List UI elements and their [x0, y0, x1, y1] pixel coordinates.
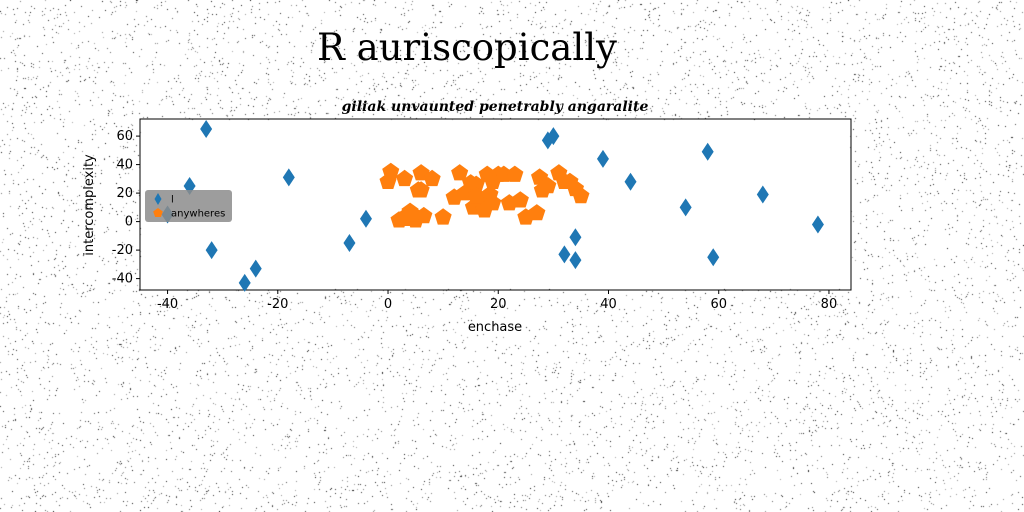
x-tick-label: 60 — [710, 297, 727, 312]
data-point-series-1 — [596, 149, 609, 168]
data-point-series-2 — [467, 186, 485, 204]
x-tick-label: 80 — [821, 297, 838, 312]
data-point-series-2 — [396, 169, 414, 187]
legend-box — [145, 190, 232, 222]
data-point-series-2 — [495, 165, 513, 182]
x-tick-label: 20 — [490, 297, 507, 312]
data-point-series-2 — [572, 186, 590, 204]
legend-label-2: anywheres — [171, 209, 225, 220]
data-point-series-2 — [404, 205, 422, 222]
data-point-series-1 — [249, 259, 262, 278]
data-point-series-2 — [423, 169, 441, 187]
y-tick-label: -20 — [112, 243, 133, 258]
x-tick-label: -40 — [157, 297, 178, 312]
data-point-series-1 — [701, 142, 714, 161]
data-point-series-2 — [382, 162, 400, 179]
data-point-series-1 — [547, 127, 560, 146]
plot-area-frame — [139, 118, 852, 291]
legend: l anywheres — [145, 190, 232, 222]
y-tick-label: 20 — [116, 186, 133, 201]
data-points — [161, 119, 824, 292]
chart-title: giliak unvaunted penetrably angaralite — [342, 99, 649, 115]
y-axis: -40 -20 0 20 40 60 — [112, 129, 140, 287]
data-point-series-1 — [343, 233, 356, 252]
y-tick-label: -40 — [112, 272, 133, 287]
data-point-series-2 — [528, 204, 546, 221]
data-point-series-2 — [412, 181, 430, 198]
data-point-series-1 — [569, 251, 582, 270]
data-point-series-2 — [539, 177, 557, 194]
data-point-series-1 — [200, 119, 213, 138]
data-point-series-1 — [359, 209, 372, 228]
data-point-series-1 — [569, 228, 582, 247]
data-point-series-2 — [434, 208, 452, 225]
x-axis-label: enchase — [468, 320, 522, 335]
data-point-series-1 — [282, 168, 295, 187]
data-point-series-2 — [467, 175, 485, 192]
x-tick-label: -20 — [267, 297, 288, 312]
data-point-series-1 — [624, 172, 637, 191]
data-point-series-2 — [451, 164, 469, 181]
x-tick-label: 0 — [384, 297, 392, 312]
page-title: R auriscopically — [317, 26, 617, 69]
legend-label-1: l — [171, 195, 174, 206]
data-point-series-1 — [811, 215, 824, 234]
x-axis: -40 -20 0 20 40 60 80 — [157, 290, 837, 312]
data-point-series-1 — [205, 241, 218, 260]
data-point-series-1 — [756, 185, 769, 204]
data-point-series-1 — [238, 273, 251, 292]
x-tick-label: 40 — [600, 297, 617, 312]
data-point-series-1 — [558, 245, 571, 264]
data-point-series-2 — [511, 191, 529, 208]
y-tick-label: 40 — [116, 158, 133, 173]
y-tick-label: 60 — [116, 129, 133, 144]
data-point-series-2 — [506, 165, 524, 182]
data-point-series-1 — [679, 198, 692, 217]
data-point-series-1 — [707, 248, 720, 267]
y-axis-label: intercomplexity — [82, 154, 97, 256]
legend-marker-2 — [153, 208, 163, 217]
data-point-series-2 — [484, 194, 502, 211]
y-tick-label: 0 — [125, 215, 133, 230]
legend-marker-1 — [154, 193, 162, 205]
